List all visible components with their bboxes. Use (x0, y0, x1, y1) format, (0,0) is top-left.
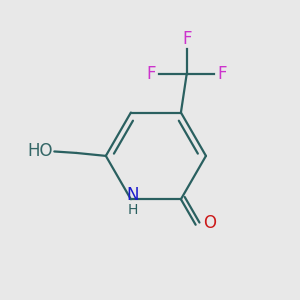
Text: HO: HO (27, 142, 53, 160)
Text: N: N (126, 186, 139, 204)
Text: F: F (217, 65, 226, 83)
Text: F: F (182, 30, 191, 48)
Text: O: O (203, 214, 216, 232)
Text: H: H (127, 202, 137, 217)
Text: F: F (147, 65, 156, 83)
